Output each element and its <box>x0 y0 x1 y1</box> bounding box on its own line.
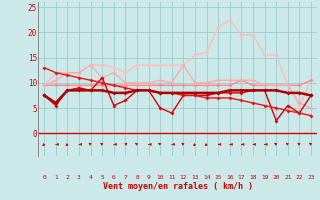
X-axis label: Vent moyen/en rafales ( km/h ): Vent moyen/en rafales ( km/h ) <box>103 182 252 191</box>
